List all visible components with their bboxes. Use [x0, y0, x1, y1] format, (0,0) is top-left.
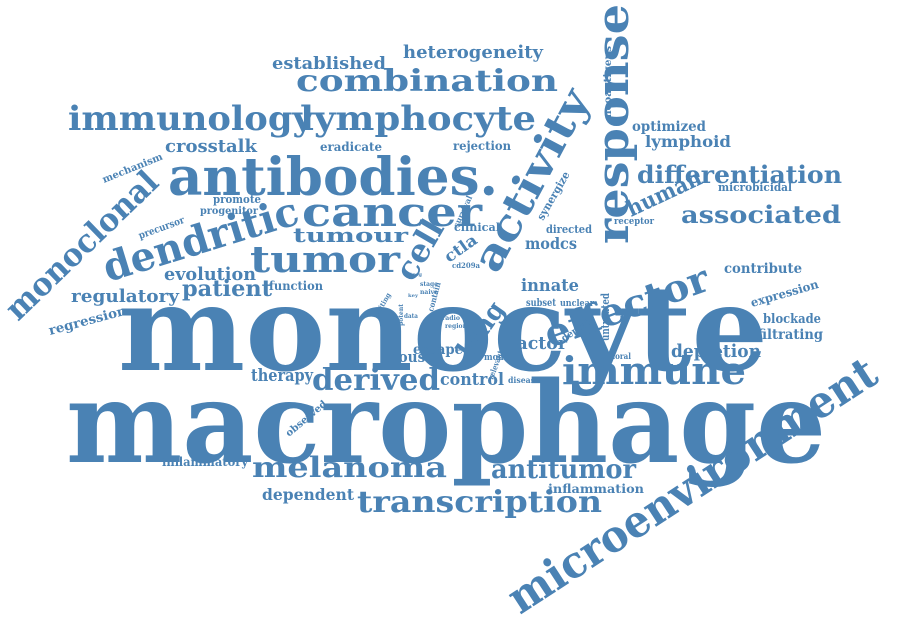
word-derived: derived	[312, 363, 440, 398]
word-mouse: mouse	[384, 348, 434, 366]
word-progenitor: progenitor	[200, 206, 259, 217]
word-evolution: evolution	[164, 264, 256, 285]
word-modcs: modcs	[525, 234, 577, 253]
word-immune: immune	[562, 348, 746, 393]
word-heterogeneity: heterogeneity	[403, 42, 544, 63]
word-stage: stage	[420, 281, 438, 288]
word-naive: naive	[420, 289, 438, 296]
word-established: established	[272, 54, 386, 74]
word-cd209a: cd209a	[452, 261, 480, 270]
word-cancer: cancer	[302, 189, 483, 236]
word-response: response	[588, 4, 639, 244]
word-contribute: contribute	[724, 261, 802, 277]
word-differentiation: differentiation	[637, 160, 842, 189]
word-model: model	[484, 353, 513, 363]
word-macrophage: macrophage	[66, 358, 826, 489]
word-therapy: therapy	[251, 366, 314, 386]
word-patient: patient	[182, 276, 273, 302]
word-innate: innate	[521, 276, 579, 296]
word-infiltrating: infiltrating	[743, 327, 823, 343]
word-combination: combination	[296, 64, 558, 99]
word-immunology: immunology	[68, 99, 314, 139]
word-data: data	[404, 313, 418, 320]
word-eradicate: eradicate	[320, 140, 382, 154]
word-neoantigens: neoantigens	[603, 46, 614, 118]
word-optimized: optimized	[632, 119, 706, 135]
word-tumoral: tumoral	[599, 351, 631, 361]
word-factor: factor	[509, 333, 567, 354]
word-untreated: untreated	[599, 293, 612, 341]
word-region: region	[445, 323, 468, 330]
word-associated: associated	[681, 200, 841, 229]
word-lymphocyte: lymphocyte	[300, 99, 536, 139]
word-lymphoid: lymphoid	[645, 132, 731, 151]
word-promote: promote	[213, 193, 261, 206]
word-tumor: tumor	[250, 239, 401, 281]
word-unclear: unclear	[560, 299, 594, 309]
word-depletion: depletion	[671, 341, 761, 362]
word-function: function	[269, 279, 323, 293]
word-disease: disease	[508, 375, 540, 385]
word-potent: potent	[398, 304, 405, 326]
word-receptor: receptor	[614, 217, 654, 227]
word-treg: treg	[410, 272, 423, 278]
word-monocyte: monocyte	[118, 259, 768, 398]
word-clinical: clinical	[454, 221, 500, 234]
word-dependent: dependent	[262, 485, 355, 504]
word-melanoma: melanoma	[252, 451, 447, 484]
word-antitumor: antitumor	[491, 455, 636, 485]
word-rejection: rejection	[453, 139, 511, 153]
word-regulatory: regulatory	[71, 286, 180, 307]
word-inflammatory: inflammatory	[162, 455, 249, 469]
word-key: key	[408, 293, 419, 299]
word-crosstalk: crosstalk	[165, 136, 258, 157]
word-control: control	[440, 370, 505, 390]
word-escape: escape	[413, 342, 463, 358]
word-microbicidal: microbicidal	[718, 181, 792, 194]
word-directed: directed	[546, 223, 592, 236]
word-tumour: tumour	[293, 223, 409, 247]
word-transcription: transcription	[357, 485, 602, 520]
word-inflammation: inflammation	[548, 482, 644, 496]
word-subset: subset	[526, 298, 556, 309]
word-antibodies: antibodies.	[168, 147, 498, 208]
word-radio: radio	[442, 315, 460, 322]
word-blockade: blockade	[763, 312, 821, 327]
